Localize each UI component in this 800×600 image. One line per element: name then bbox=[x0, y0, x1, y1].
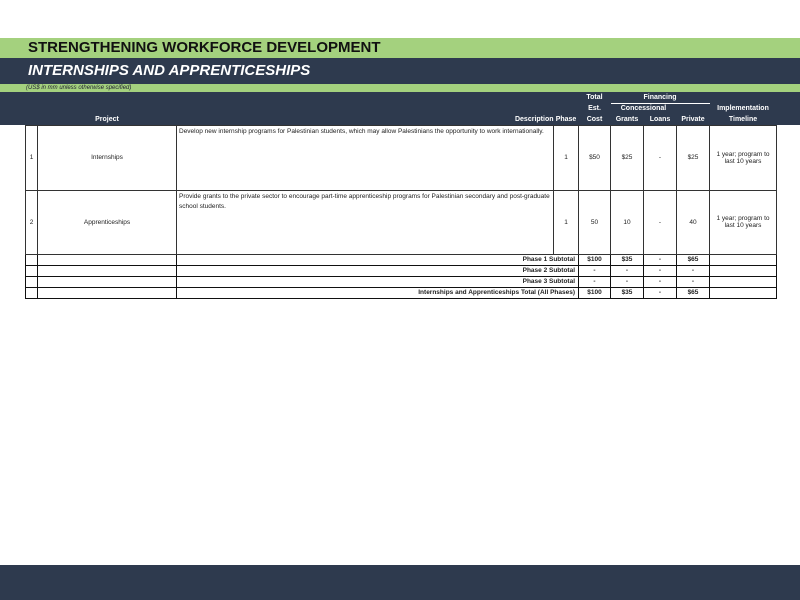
project-name: Apprenticeships bbox=[37, 189, 177, 255]
subtotal-private: $65 bbox=[676, 253, 710, 266]
total-cost: $100 bbox=[578, 286, 611, 299]
subtotal-private: - bbox=[676, 275, 710, 288]
project-description: Develop new internship programs for Pale… bbox=[176, 124, 554, 191]
total-grants: $35 bbox=[610, 286, 644, 299]
page-title: STRENGTHENING WORKFORCE DEVELOPMENT bbox=[0, 38, 800, 58]
private: $25 bbox=[676, 124, 710, 191]
private: 40 bbox=[676, 189, 710, 255]
subtotal-loans: - bbox=[643, 253, 677, 266]
row-number: 2 bbox=[25, 189, 38, 255]
grants: $25 bbox=[610, 124, 644, 191]
subtotal-grants: - bbox=[610, 275, 644, 288]
timeline: 1 year; program to last 10 years bbox=[709, 124, 777, 191]
header-total: Total bbox=[586, 94, 603, 101]
subtotal-row: Phase 2 Subtotal - - - - bbox=[25, 264, 777, 277]
header-financing: Financing bbox=[610, 92, 710, 104]
loans: - bbox=[643, 189, 677, 255]
phase: 1 bbox=[553, 124, 579, 191]
project-description: Provide grants to the private sector to … bbox=[176, 189, 554, 255]
cost: $50 bbox=[578, 124, 611, 191]
subtotal-cost: - bbox=[578, 275, 611, 288]
projects-table: Total Financing Est. Concessional Implement… bbox=[25, 92, 777, 299]
table-row: 1 Internships Develop new internship pro… bbox=[25, 124, 777, 191]
header-private: Private bbox=[681, 115, 705, 123]
subtotal-grants: - bbox=[610, 264, 644, 277]
project-name: Internships bbox=[37, 124, 177, 191]
footer-band bbox=[0, 565, 800, 600]
header-description: Description bbox=[514, 115, 554, 123]
subtotal-cost: $100 bbox=[578, 253, 611, 266]
subtotal-private: - bbox=[676, 264, 710, 277]
subtotal-loans: - bbox=[643, 264, 677, 277]
header-phase: Phase bbox=[555, 115, 577, 123]
total-private: $65 bbox=[676, 286, 710, 299]
phase: 1 bbox=[553, 189, 579, 255]
row-number: 1 bbox=[25, 124, 38, 191]
subtotal-label: Phase 3 Subtotal bbox=[176, 275, 579, 288]
header-implementation: Implementation bbox=[717, 105, 769, 112]
section-title: INTERNSHIPS AND APPRENTICESHIPS bbox=[0, 58, 800, 84]
subtotal-grants: $35 bbox=[610, 253, 644, 266]
total-row: Internships and Apprenticeships Total (A… bbox=[25, 286, 777, 299]
units-note: (US$ in mm unless otherwise specified) bbox=[0, 84, 800, 92]
header-cost: Cost bbox=[586, 115, 603, 123]
cost: 50 bbox=[578, 189, 611, 255]
header-concessional: Concessional bbox=[620, 105, 667, 112]
timeline: 1 year; program to last 10 years bbox=[709, 189, 777, 255]
grants: 10 bbox=[610, 189, 644, 255]
table-row: 2 Apprenticeships Provide grants to the … bbox=[25, 189, 777, 255]
subtotal-label: Phase 2 Subtotal bbox=[176, 264, 579, 277]
subtotal-cost: - bbox=[578, 264, 611, 277]
subtotal-label: Phase 1 Subtotal bbox=[176, 253, 579, 266]
header-project: Project bbox=[95, 115, 119, 123]
total-loans: - bbox=[643, 286, 677, 299]
subtotal-loans: - bbox=[643, 275, 677, 288]
header-loans: Loans bbox=[649, 115, 671, 123]
header-grants: Grants bbox=[615, 115, 639, 123]
subtotal-row: Phase 1 Subtotal $100 $35- $65 bbox=[25, 253, 777, 266]
total-label: Internships and Apprenticeships Total (A… bbox=[176, 286, 579, 299]
header-est: Est. bbox=[588, 105, 601, 112]
subtotal-row: Phase 3 Subtotal - - - - bbox=[25, 275, 777, 288]
header-timeline: Timeline bbox=[728, 115, 758, 123]
loans: - bbox=[643, 124, 677, 191]
